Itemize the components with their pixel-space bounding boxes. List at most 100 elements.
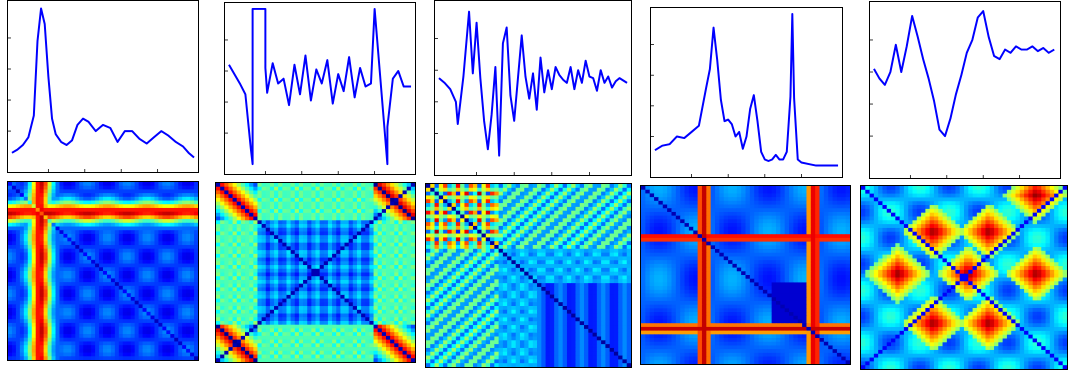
- heatmap-cell: [91, 334, 96, 339]
- heatmap-cell: [352, 306, 358, 311]
- heatmap-cell: [220, 302, 225, 307]
- heatmap-cell: [348, 250, 354, 255]
- heatmap-cell: [323, 302, 329, 307]
- heatmap-cell: [290, 186, 296, 191]
- heatmap-cell: [228, 238, 233, 244]
- heatmap-cell: [174, 282, 179, 287]
- heatmap-cell: [170, 226, 175, 231]
- heatmap-cell: [394, 332, 399, 337]
- heatmap-cell: [579, 195, 585, 200]
- heatmap-cell: [361, 197, 366, 203]
- heatmap-cell: [377, 253, 383, 258]
- heatmap-cell: [142, 282, 147, 287]
- heatmap-cell: [150, 341, 155, 346]
- heatmap-cell: [154, 241, 159, 246]
- heatmap-cell: [265, 261, 271, 266]
- heatmap-cell: [83, 248, 88, 253]
- heatmap-cell: [406, 220, 412, 225]
- heatmap-cell: [134, 267, 140, 272]
- heatmap-cell: [528, 206, 534, 212]
- heatmap-cell: [106, 348, 112, 353]
- heatmap-cell: [134, 308, 140, 313]
- heatmap-cell: [390, 190, 395, 195]
- heatmap-cell: [282, 186, 287, 191]
- heatmap-cell: [245, 328, 250, 333]
- heatmap-cell: [344, 279, 350, 285]
- heatmap-cell: [369, 317, 374, 322]
- heatmap-cell: [75, 304, 80, 309]
- heatmap-cell: [118, 230, 124, 235]
- heatmap-cell: [19, 308, 25, 313]
- heatmap-cell: [126, 267, 132, 272]
- heatmap-cell: [303, 253, 308, 258]
- heatmap-cell: [63, 319, 68, 324]
- heatmap-cell: [340, 227, 345, 232]
- heatmap-cell: [79, 252, 84, 257]
- heatmap-cell: [398, 309, 403, 314]
- heatmap-cell: [220, 186, 225, 191]
- heatmap-cell: [303, 317, 308, 322]
- heatmap-cell: [410, 224, 415, 229]
- heatmap-cell: [126, 315, 132, 320]
- heatmap-cell: [394, 302, 399, 307]
- heatmap-cell: [394, 320, 399, 326]
- heatmap-cell: [274, 324, 279, 329]
- heatmap-cell: [356, 298, 362, 303]
- heatmap-cell: [83, 185, 88, 190]
- heatmap-cell: [348, 190, 354, 195]
- heatmap-cell: [311, 197, 316, 203]
- heatmap-cell: [232, 257, 238, 262]
- heatmap-cell: [515, 206, 521, 212]
- heatmap-cell: [249, 190, 254, 195]
- heatmap-cell: [481, 184, 487, 189]
- heatmap-cell: [110, 334, 116, 339]
- heatmap-cell: [356, 320, 362, 326]
- heatmap-cell: [91, 337, 96, 342]
- heatmap-cell: [286, 183, 292, 188]
- heatmap-cell: [110, 245, 116, 250]
- heatmap-cell: [373, 283, 379, 288]
- heatmap-cell: [365, 354, 370, 359]
- heatmap-cell: [286, 190, 292, 195]
- heatmap-cell: [290, 194, 296, 199]
- heatmap-cell: [27, 296, 33, 302]
- heatmap-cell: [134, 293, 140, 298]
- heatmap-cell: [294, 298, 300, 303]
- heatmap-cell: [39, 207, 45, 213]
- heatmap-cell: [122, 348, 128, 353]
- heatmap-cell: [67, 345, 72, 350]
- heatmap-cell: [174, 259, 179, 264]
- heatmap-cell: [162, 263, 167, 268]
- heatmap-cell: [91, 189, 96, 194]
- heatmap-cell: [186, 341, 191, 346]
- heatmap-cell: [240, 261, 246, 266]
- heatmap-cell: [278, 253, 283, 258]
- heatmap-cell: [118, 274, 124, 279]
- heatmap-1: [7, 181, 199, 361]
- heatmap-cell: [327, 317, 333, 322]
- heatmap-cell: [146, 326, 151, 331]
- heatmap-cell: [406, 257, 412, 262]
- heatmap-cell: [327, 332, 333, 337]
- heatmap-cell: [290, 235, 296, 240]
- heatmap-cell: [19, 341, 25, 346]
- heatmap-cell: [138, 319, 143, 324]
- heatmap-cell: [75, 207, 80, 213]
- heatmap-cell: [162, 300, 167, 305]
- heatmap-cell: [269, 339, 275, 344]
- heatmap-cell: [402, 227, 408, 232]
- heatmap-cell: [150, 289, 155, 294]
- heatmap-cell: [190, 282, 195, 287]
- heatmap-cell: [194, 252, 198, 257]
- heatmap-cell: [35, 233, 41, 239]
- heatmap-cell: [162, 252, 167, 257]
- heatmap-cell: [194, 300, 198, 305]
- heatmap-cell: [332, 190, 337, 195]
- heatmap-cell: [261, 328, 267, 333]
- heatmap-cell: [265, 335, 271, 341]
- heatmap-cell: [134, 300, 140, 305]
- heatmap-cell: [79, 267, 84, 272]
- heatmap-cell: [106, 308, 112, 313]
- heatmap-cell: [319, 279, 325, 285]
- heatmap-cell: [406, 216, 412, 221]
